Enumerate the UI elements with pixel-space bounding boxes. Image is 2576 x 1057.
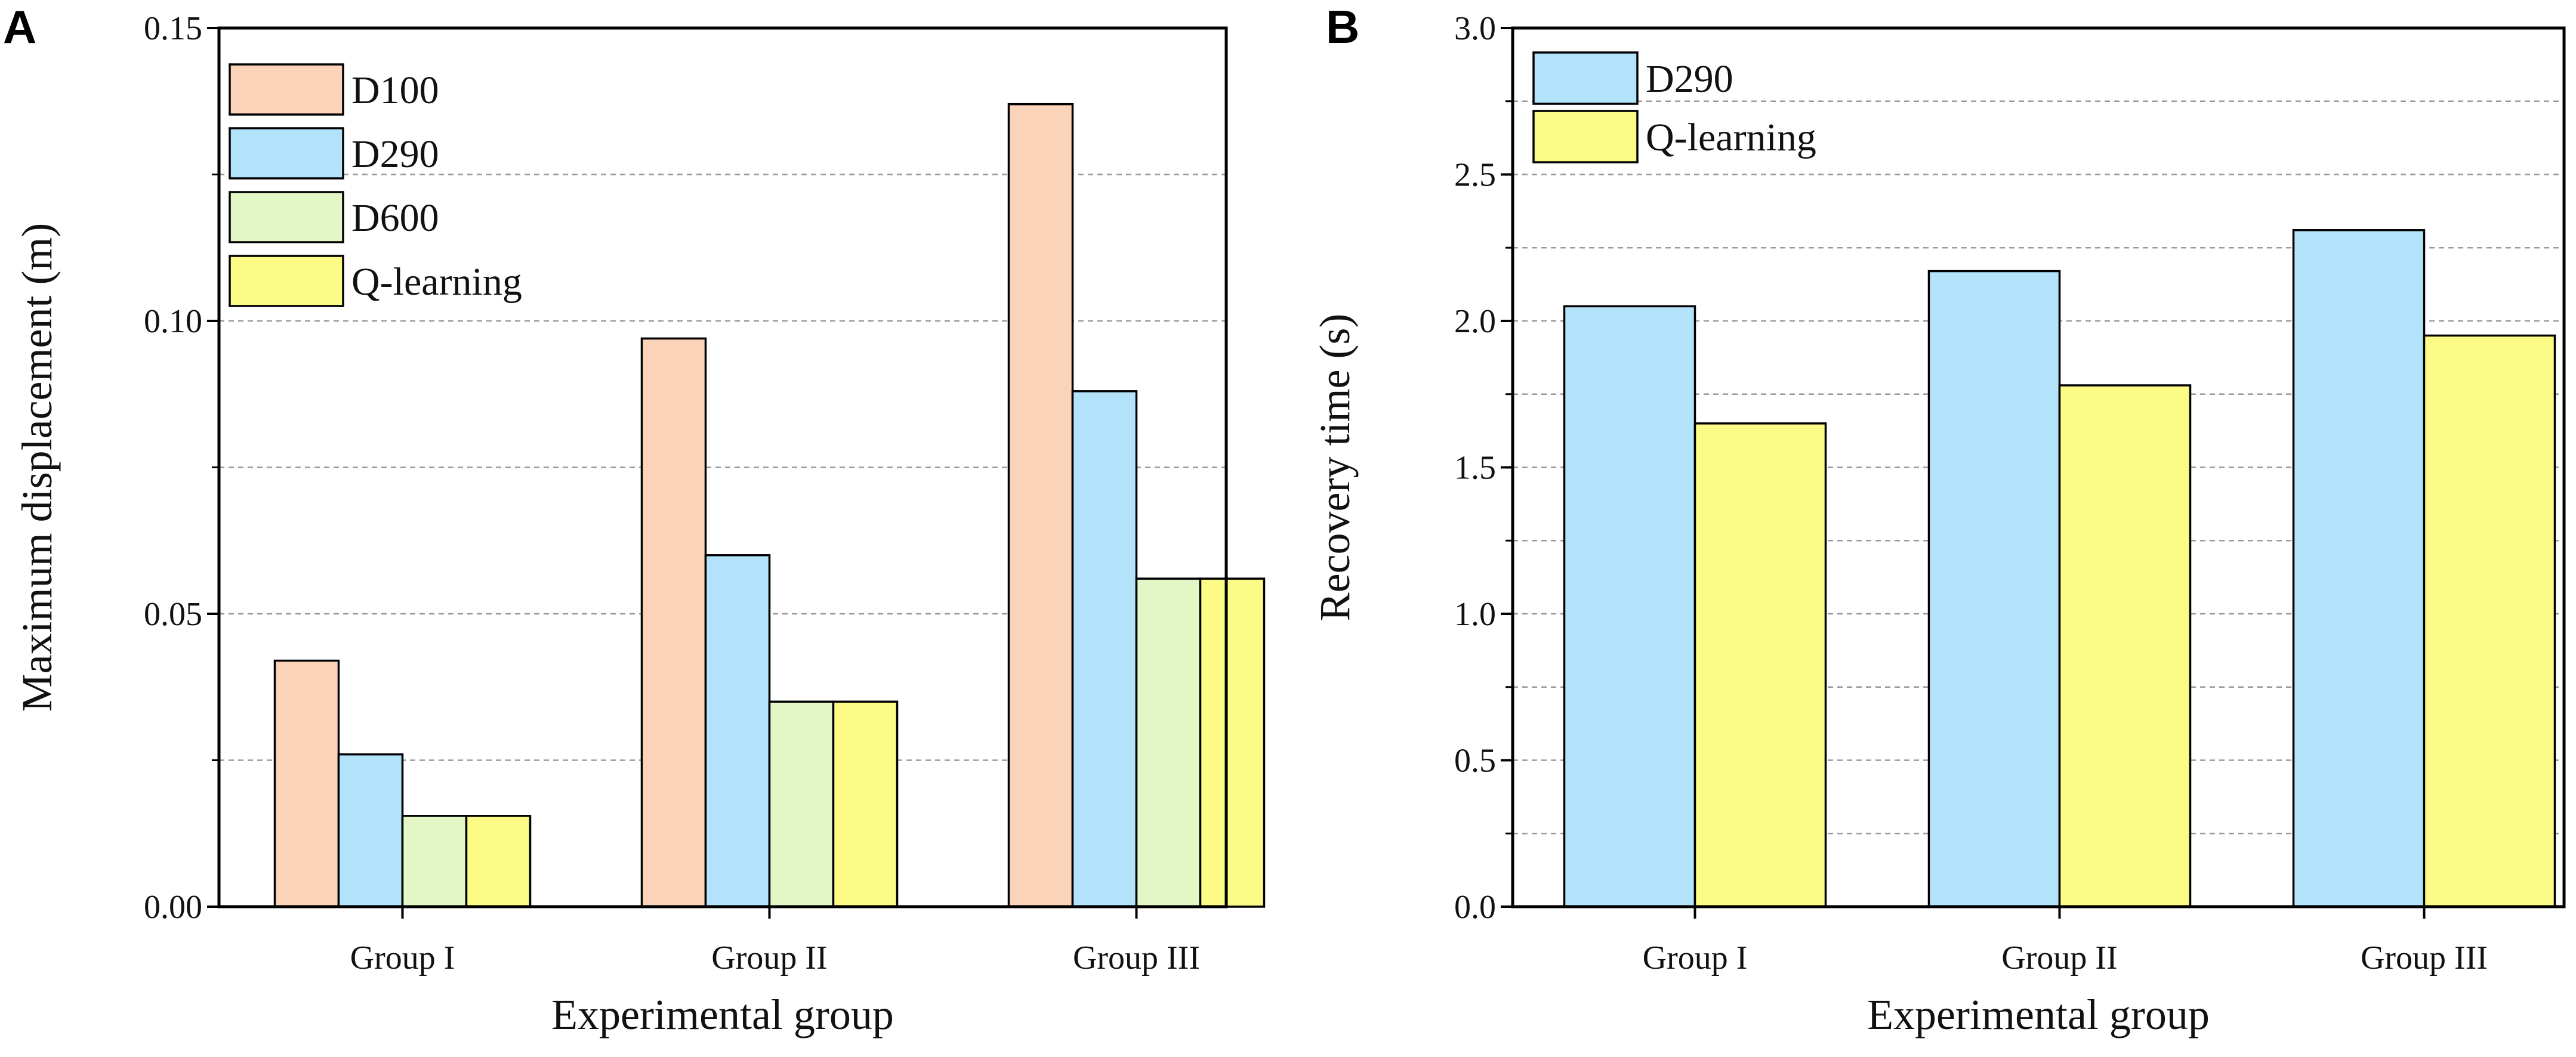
- y-tick-label: 1.0: [1454, 596, 1496, 633]
- bar-d600-2: [768, 700, 835, 908]
- bar-d290-1: [337, 753, 404, 908]
- legend-swatch: [1532, 110, 1639, 163]
- x-axis-label: Experimental group: [551, 991, 894, 1039]
- bar-d290-1: [1563, 305, 1696, 908]
- bar-d290-2: [1927, 270, 2061, 908]
- legend-label: D100: [351, 69, 439, 112]
- y-tick-label: 0.10: [144, 303, 202, 340]
- bar-d100-2: [640, 337, 707, 908]
- y-tick-label: 0.00: [144, 889, 202, 926]
- bar-d290-3: [2292, 229, 2426, 908]
- legend-label: Q-learning: [351, 260, 522, 304]
- panel-label: A: [3, 1, 36, 53]
- x-tick-label: Group III: [1073, 939, 1200, 976]
- bar-q-learning-1: [1693, 422, 1827, 908]
- x-tick-label: Group II: [2001, 939, 2117, 976]
- panel-label: B: [1326, 1, 1359, 53]
- bar-d600-1: [401, 815, 468, 908]
- bar-q-learning-3: [2423, 334, 2556, 908]
- y-tick-label: 0.5: [1454, 743, 1496, 780]
- y-tick-label: 3.0: [1454, 10, 1496, 47]
- chart-panel-b: Group I Group II Group III 0.0 0.5 1.0 1.5 2.0 2…: [1311, 1, 2566, 1039]
- legend-label: D600: [351, 196, 439, 240]
- legend-label: Q-learning: [1646, 116, 1816, 159]
- bar-d290-3: [1071, 390, 1138, 908]
- y-tick-label: 1.5: [1454, 450, 1496, 487]
- chart-panel-a: Group I Group II Group III 0.00 0.05 0.10 0.15…: [3, 1, 1266, 1039]
- legend-swatch: [229, 255, 344, 307]
- x-tick-label: Group III: [2361, 939, 2488, 976]
- legend-swatch: [229, 63, 344, 116]
- bar-d100-3: [1007, 103, 1074, 908]
- legend: D100 D290 D600 Q-learning: [229, 63, 522, 307]
- legend-swatch: [229, 191, 344, 243]
- y-tick-label: 0.0: [1454, 889, 1496, 926]
- y-axis-label: Recovery time (s): [1311, 314, 1359, 622]
- legend-label: D290: [351, 132, 439, 176]
- plot-frame: [1511, 26, 2566, 908]
- y-tick-label: 0.05: [144, 596, 202, 633]
- legend-swatch: [1532, 51, 1639, 105]
- x-tick-label: Group I: [1643, 939, 1748, 976]
- y-axis-label: Maximum displacement (m): [13, 223, 61, 712]
- x-tick-label: Group I: [350, 939, 455, 976]
- legend-label: D290: [1646, 57, 1733, 101]
- bar-d290-2: [704, 554, 771, 908]
- legend: D290 Q-learning: [1532, 51, 1816, 163]
- bar-q-learning-2: [2058, 384, 2192, 908]
- bar-d100-1: [273, 659, 340, 908]
- plot-frame: [217, 26, 1228, 908]
- bar-q-learning-1: [465, 815, 532, 908]
- y-tick-label: 2.5: [1454, 157, 1496, 194]
- y-tick-label: 2.0: [1454, 303, 1496, 340]
- bar-d600-3: [1135, 577, 1202, 908]
- legend-swatch: [229, 127, 344, 180]
- x-tick-label: Group II: [711, 939, 827, 976]
- bar-q-learning-2: [832, 700, 899, 908]
- y-tick-label: 0.15: [144, 10, 202, 47]
- bar-q-learning-3: [1199, 577, 1266, 908]
- x-axis-label: Experimental group: [1867, 991, 2210, 1039]
